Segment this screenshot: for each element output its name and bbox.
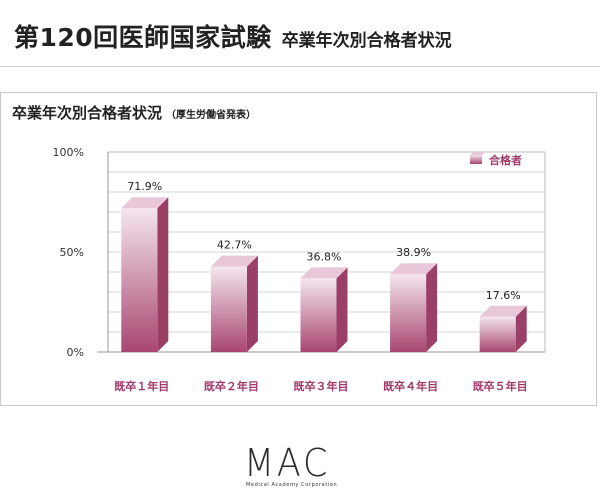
header-divider: [0, 66, 600, 67]
page-title: 第120回医師国家試験 卒業年次別合格者状況: [14, 18, 594, 54]
bar-front: [479, 316, 516, 352]
x-tick-label: 既卒２年目: [204, 379, 259, 393]
x-tick-label: 既卒３年目: [294, 379, 349, 393]
chart-title-text: 卒業年次別合格者状況: [12, 104, 163, 122]
page-title-main: 第120回医師国家試験: [14, 23, 272, 52]
mac-logo-word: MAC: [244, 441, 331, 485]
mac-logo: MAC Medical Academy Corporation: [244, 444, 364, 488]
legend: 合格者: [470, 152, 522, 167]
y-tick-label: 0%: [67, 346, 84, 359]
bar-side: [246, 255, 258, 352]
x-tick-label: 既卒５年目: [473, 379, 528, 393]
page-title-sub: 卒業年次別合格者状況: [281, 31, 452, 51]
bar-top: [479, 305, 527, 317]
bar: [121, 197, 169, 352]
bar-front: [300, 278, 337, 352]
bar-side: [336, 267, 348, 352]
bar-side: [515, 305, 527, 352]
bar-value-label: 71.9%: [127, 180, 162, 193]
legend-label: 合格者: [489, 153, 522, 167]
y-tick-label: 100%: [53, 146, 84, 159]
bar-value-label: 42.7%: [217, 239, 252, 252]
bar: [300, 267, 348, 352]
bar-side: [426, 263, 438, 352]
bar: [210, 255, 258, 352]
bar-front: [390, 274, 427, 352]
bar-side: [157, 197, 169, 352]
bar: [479, 305, 527, 352]
x-tick-label: 既卒１年目: [114, 379, 169, 393]
bar-top: [390, 263, 438, 275]
chart-title: 卒業年次別合格者状況 （厚生労働省発表）: [12, 102, 256, 123]
bar-value-label: 38.9%: [396, 246, 431, 259]
legend-swatch: [470, 155, 482, 164]
bar-top: [300, 267, 348, 279]
legend-swatch-top: [470, 152, 485, 155]
x-tick-label: 既卒４年目: [383, 379, 438, 393]
bar-front: [121, 208, 158, 352]
bar-front: [210, 266, 247, 352]
mac-logo-tagline: Medical Academy Corporation: [246, 482, 338, 488]
chart-title-source: （厚生労働省発表）: [166, 110, 257, 121]
bar-value-label: 17.6%: [486, 289, 521, 302]
chart-panel: [0, 92, 597, 406]
bar-top: [121, 197, 169, 209]
y-tick-label: 50%: [60, 246, 84, 259]
bar: [390, 263, 438, 352]
bar-top: [210, 255, 258, 267]
bar-value-label: 36.8%: [307, 250, 342, 263]
